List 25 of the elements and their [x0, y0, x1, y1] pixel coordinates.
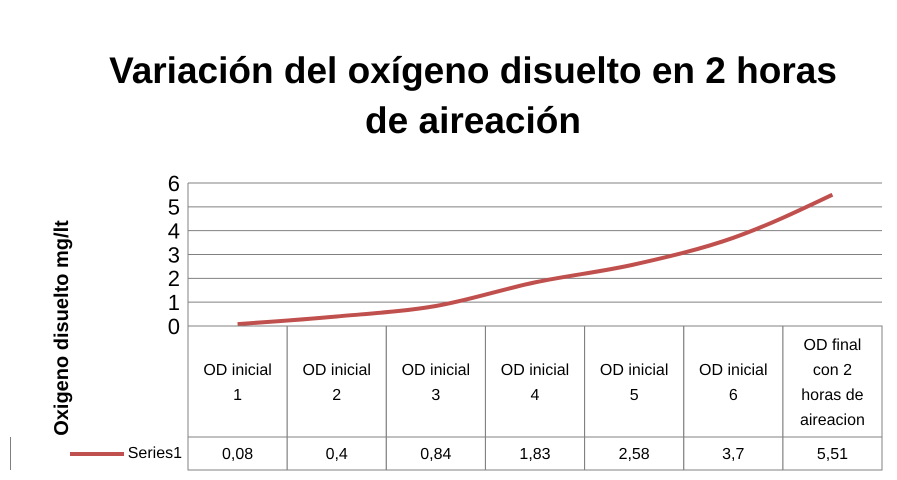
x-tick-label: OD final con 2 horas de aireacion: [800, 337, 865, 429]
x-tick-label: OD inicial 5: [600, 362, 668, 404]
x-tick-label: OD inicial 3: [402, 362, 470, 404]
line-series: [236, 192, 834, 326]
x-tick-label: OD inicial 1: [203, 362, 272, 404]
y-tick-label: 6: [168, 170, 180, 196]
data-label: 2,58: [618, 446, 650, 463]
data-label: 3,7: [722, 446, 745, 463]
data-label: 0,4: [326, 446, 348, 463]
x-tick-label: OD inicial 2: [302, 362, 371, 404]
y-tick-label: 4: [168, 218, 180, 244]
data-label: 0,08: [222, 446, 254, 463]
y-axis-title: Oxigeno disuelto mg/lt: [51, 220, 73, 436]
y-tick-label: 0: [168, 314, 180, 339]
x-tick-label: OD inicial 4: [500, 362, 570, 404]
x-tick-label: OD inicial 6: [699, 362, 768, 404]
y-tick-label: 3: [168, 242, 180, 268]
data-label: 0,84: [420, 446, 452, 463]
data-label: 5,51: [816, 446, 848, 463]
y-tick-label: 5: [168, 194, 180, 220]
chart-title: Variación del oxígeno disuelto en 2 horas de aireación: [108, 49, 838, 143]
y-tick-label: 2: [168, 266, 180, 292]
legend-label: Series1: [128, 444, 182, 462]
y-tick-label: 1: [168, 290, 180, 315]
data-label: 1,83: [519, 446, 551, 463]
